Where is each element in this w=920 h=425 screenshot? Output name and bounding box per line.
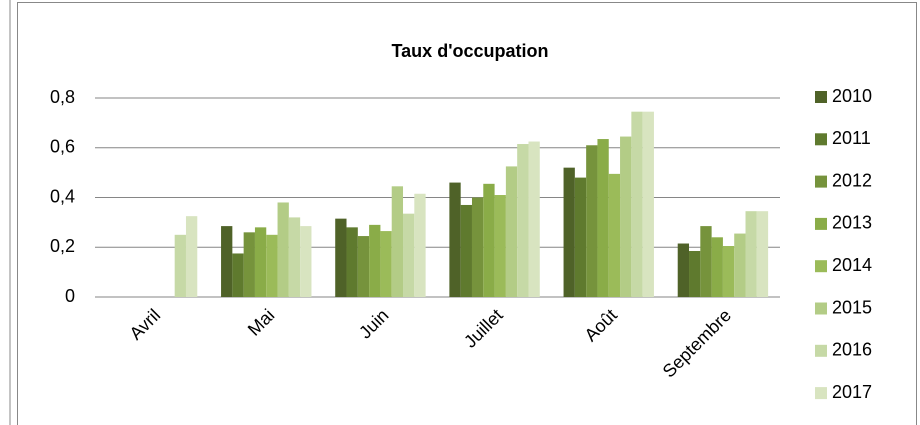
y-tick-label: 0,4 — [50, 186, 75, 206]
bar — [174, 234, 186, 297]
y-tick-label: 0,6 — [50, 137, 75, 157]
bar — [574, 177, 587, 297]
bar — [642, 111, 654, 298]
legend-label: 2017 — [832, 382, 872, 402]
bar — [689, 250, 701, 297]
bar — [745, 211, 757, 297]
bar — [266, 234, 278, 297]
bar — [528, 141, 540, 297]
bar — [335, 218, 347, 297]
legend-label: 2010 — [832, 86, 872, 106]
legend-swatch — [815, 260, 827, 273]
y-tick-label: 0,8 — [50, 87, 75, 107]
legend-swatch — [815, 387, 827, 400]
legend-label: 2011 — [832, 128, 871, 148]
bar — [232, 253, 244, 297]
bar — [483, 183, 495, 297]
chart-title: Taux d'occupation — [392, 41, 549, 61]
bar — [563, 167, 575, 297]
bar — [620, 136, 632, 297]
legend-label: 2012 — [832, 170, 872, 190]
bar — [185, 216, 198, 297]
legend-swatch — [815, 344, 827, 357]
bar — [700, 226, 712, 297]
bar — [254, 227, 267, 297]
y-tick-label: 0 — [65, 286, 75, 306]
bar — [221, 226, 233, 297]
bar — [586, 145, 598, 297]
bar — [369, 224, 381, 297]
bar — [631, 111, 643, 298]
legend-swatch — [815, 175, 827, 188]
bar — [471, 197, 484, 297]
bar — [460, 204, 472, 297]
bar — [756, 211, 769, 297]
bar — [711, 237, 723, 297]
legend-swatch — [815, 217, 827, 230]
legend-swatch — [815, 91, 827, 103]
bar — [677, 243, 690, 297]
bar — [597, 139, 609, 297]
bar — [288, 217, 301, 297]
bar — [414, 193, 426, 297]
legend-label: 2014 — [832, 255, 872, 275]
bar — [277, 202, 289, 297]
bar — [449, 182, 461, 297]
bar — [517, 144, 529, 297]
legend-swatch — [815, 133, 827, 146]
bar — [300, 226, 312, 297]
y-tick-label: 0,2 — [50, 236, 75, 256]
bar — [722, 246, 735, 297]
legend-label: 2016 — [832, 340, 872, 360]
bar — [494, 195, 506, 297]
bar — [734, 233, 746, 297]
bar — [357, 236, 370, 297]
bar — [243, 232, 255, 297]
bar — [391, 186, 404, 297]
bar — [346, 227, 358, 297]
legend-swatch — [815, 302, 827, 315]
legend-label: 2015 — [832, 297, 872, 317]
bar — [505, 166, 518, 297]
bar — [403, 213, 415, 297]
bar — [380, 231, 392, 297]
legend-label: 2013 — [832, 213, 872, 233]
bar — [608, 173, 621, 297]
